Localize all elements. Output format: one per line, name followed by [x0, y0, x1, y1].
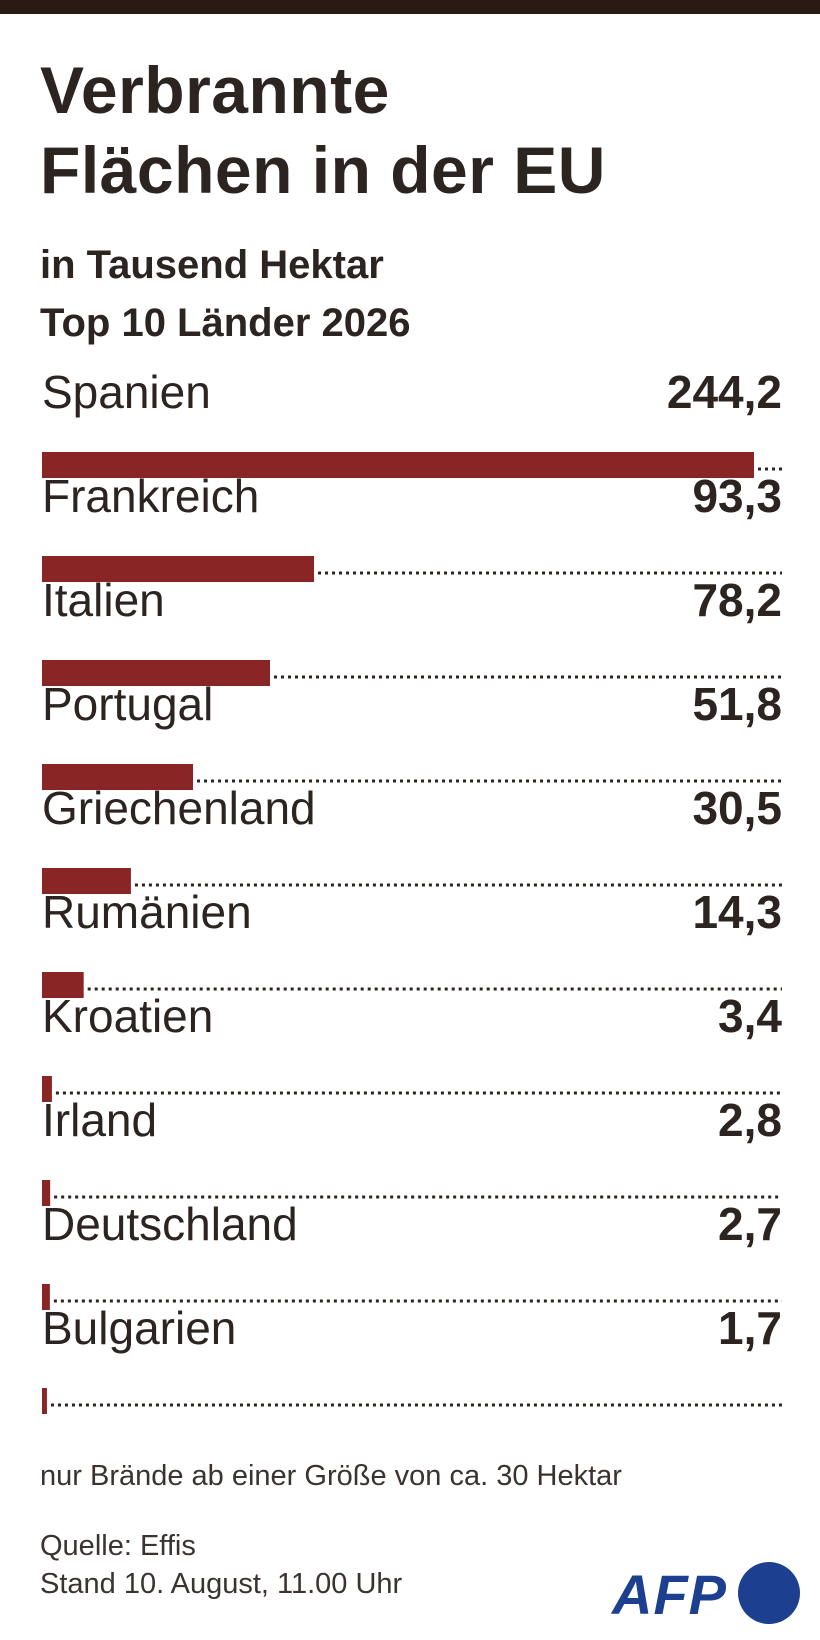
bar — [42, 972, 84, 998]
afp-logo-dot — [738, 1562, 800, 1624]
bar — [42, 452, 754, 478]
category-label: Italien — [42, 574, 165, 626]
chart-subtitle-scope: Top 10 Länder 2026 — [40, 301, 411, 345]
category-label: Frankreich — [42, 470, 259, 522]
date-line: Stand 10. August, 11.00 Uhr — [40, 1568, 403, 1600]
bar — [42, 868, 131, 894]
value-label: 51,8 — [692, 678, 782, 730]
bar — [42, 660, 271, 686]
afp-logo-text: AFP — [612, 1563, 727, 1626]
category-label: Portugal — [42, 678, 213, 730]
value-label: 93,3 — [692, 470, 782, 522]
value-label: 2,7 — [718, 1198, 782, 1250]
category-label: Deutschland — [42, 1198, 298, 1250]
source-line: Quelle: Effis — [40, 1530, 196, 1562]
bar — [42, 764, 194, 790]
value-label: 14,3 — [692, 886, 782, 938]
bar — [42, 1388, 47, 1414]
category-label: Rumänien — [42, 886, 252, 938]
top-rule — [0, 0, 820, 14]
category-label: Irland — [42, 1094, 157, 1146]
value-label: 30,5 — [692, 782, 782, 834]
bar-chart: Spanien 244,2 Frankreich 93,3 Italien 78,2 Por… — [42, 370, 782, 1414]
value-label: 78,2 — [692, 574, 782, 626]
bar — [42, 1180, 51, 1206]
value-label: 2,8 — [718, 1094, 782, 1146]
bar — [42, 1076, 52, 1102]
afp-logo: AFP — [612, 1560, 802, 1626]
value-label: 244,2 — [667, 370, 782, 418]
category-label: Spanien — [42, 370, 211, 418]
bar — [42, 1284, 50, 1310]
chart-subtitle: in Tausend Hektar Top 10 Länder 2026 — [40, 236, 800, 352]
chart-title-line-1: Verbrannte — [40, 53, 390, 127]
chart-subtitle-unit: in Tausend Hektar — [40, 243, 384, 287]
category-label: Griechenland — [42, 782, 316, 834]
category-label: Kroatien — [42, 990, 213, 1042]
footnote: nur Brände ab einer Größe von ca. 30 Hek… — [40, 1460, 622, 1492]
chart-title-line-2: Flächen in der EU — [40, 133, 606, 207]
category-label: Bulgarien — [42, 1302, 236, 1354]
value-label: 3,4 — [718, 990, 782, 1042]
value-label: 1,7 — [718, 1302, 782, 1354]
source-block: Quelle: Effis Stand 10. August, 11.00 Uh… — [40, 1527, 402, 1603]
bar — [42, 556, 315, 582]
chart-title: Verbrannte Flächen in der EU — [40, 50, 800, 210]
